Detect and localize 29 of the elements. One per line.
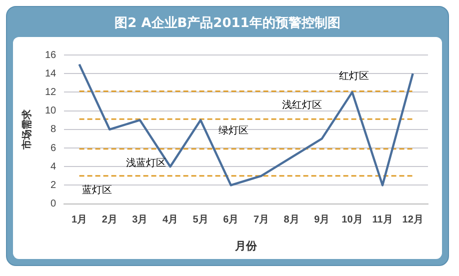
y-tick-label: 8 xyxy=(50,124,57,136)
y-tick-label: 12 xyxy=(45,86,57,98)
annotation: 绿灯区 xyxy=(218,124,249,136)
x-tick-label: 4月 xyxy=(162,214,178,226)
x-axis-title: 月份 xyxy=(234,240,258,252)
x-tick-label: 7月 xyxy=(253,214,270,226)
x-tick-label: 10月 xyxy=(342,214,363,226)
x-tick-label: 1月 xyxy=(72,214,88,226)
y-tick-label: 14 xyxy=(45,68,57,80)
y-tick-label: 16 xyxy=(45,50,57,61)
annotation: 红灯区 xyxy=(339,70,370,82)
x-tick-label: 5月 xyxy=(192,214,208,226)
y-axis-title: 市场需求 xyxy=(20,108,33,150)
x-tick-label: 8月 xyxy=(284,214,300,226)
chart-title: 图2 A企业B产品2011年的预警控制图 xyxy=(114,14,342,32)
annotation: 浅蓝灯区 xyxy=(126,157,166,170)
y-tick-label: 0 xyxy=(50,198,57,210)
x-tick-label: 2月 xyxy=(102,214,118,226)
y-tick-label: 10 xyxy=(45,106,57,117)
x-tick-label: 3月 xyxy=(132,214,148,226)
y-tick-label: 6 xyxy=(50,142,57,154)
annotation: 浅红灯区 xyxy=(282,99,322,112)
annotation: 蓝灯区 xyxy=(82,184,112,196)
x-tick-label: 9月 xyxy=(314,214,330,226)
y-tick-label: 2 xyxy=(50,180,57,191)
y-tick-label: 4 xyxy=(50,161,57,172)
x-tick-label: 11月 xyxy=(372,214,393,226)
x-tick-label: 12月 xyxy=(402,214,424,226)
x-tick-label: 6月 xyxy=(223,214,239,226)
